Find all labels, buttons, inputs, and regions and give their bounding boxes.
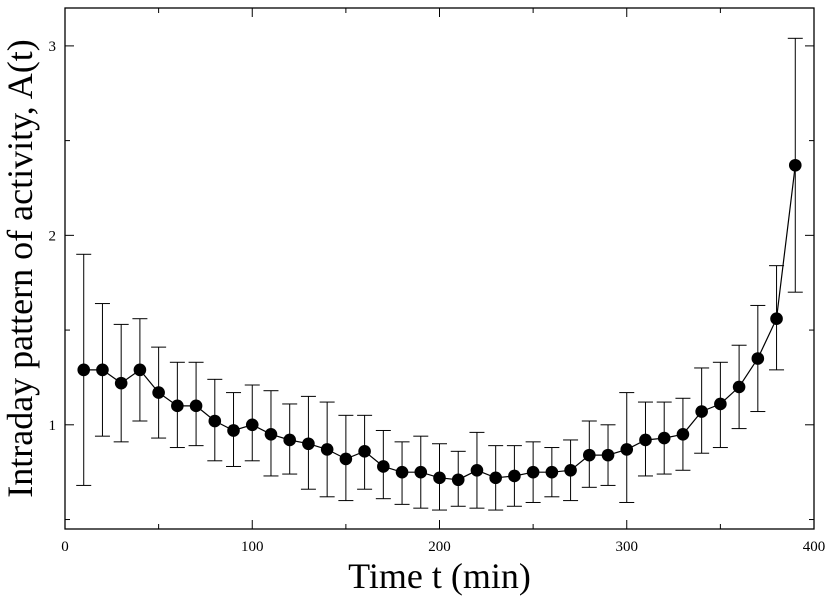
y-tick-label: 2 bbox=[49, 228, 57, 244]
data-point bbox=[264, 427, 278, 441]
error-bars bbox=[76, 37, 803, 511]
data-point bbox=[358, 445, 371, 458]
data-point bbox=[470, 463, 484, 477]
data-point bbox=[171, 399, 184, 413]
y-axis-title: Intraday pattern of activity, A(t) bbox=[0, 39, 40, 498]
data-point bbox=[657, 431, 671, 445]
data-point bbox=[283, 433, 297, 447]
data-point bbox=[227, 424, 240, 437]
data-point bbox=[639, 433, 652, 447]
data-point bbox=[676, 427, 690, 441]
data-point bbox=[526, 465, 540, 479]
data-point bbox=[695, 405, 708, 418]
data-points bbox=[77, 158, 802, 487]
data-point bbox=[414, 465, 428, 479]
data-point bbox=[245, 418, 259, 432]
y-tick-label: 1 bbox=[49, 418, 57, 434]
x-tick-label: 100 bbox=[241, 539, 264, 555]
x-tick-label: 300 bbox=[616, 539, 639, 555]
data-point bbox=[732, 380, 746, 394]
data-point bbox=[96, 363, 109, 377]
data-point bbox=[77, 363, 91, 377]
data-point bbox=[770, 312, 783, 326]
data-point bbox=[451, 473, 465, 487]
data-point bbox=[208, 414, 222, 428]
data-point bbox=[377, 460, 390, 473]
data-point bbox=[788, 158, 802, 172]
data-point bbox=[620, 443, 634, 456]
x-tick-label: 0 bbox=[61, 539, 69, 555]
tick-labels: 0 100 200 300 400 1 2 3 bbox=[49, 39, 826, 555]
data-point bbox=[583, 448, 596, 462]
data-point bbox=[601, 448, 615, 462]
data-point bbox=[751, 352, 765, 365]
data-point bbox=[302, 437, 315, 451]
x-tick-label: 400 bbox=[803, 539, 826, 555]
y-tick-label: 3 bbox=[49, 39, 57, 55]
data-point bbox=[152, 386, 165, 399]
data-point bbox=[508, 469, 521, 483]
data-point bbox=[714, 397, 727, 411]
data-point bbox=[114, 376, 128, 390]
data-point bbox=[320, 443, 334, 456]
tick-marks bbox=[64, 8, 815, 529]
data-point bbox=[395, 465, 409, 479]
data-point bbox=[339, 452, 353, 466]
data-point bbox=[433, 471, 446, 485]
data-point bbox=[489, 471, 502, 485]
data-point bbox=[133, 363, 147, 377]
x-axis-title: Time t (min) bbox=[348, 556, 531, 596]
x-tick-label: 200 bbox=[428, 539, 451, 555]
data-point bbox=[545, 465, 559, 479]
data-point bbox=[189, 399, 203, 413]
data-point bbox=[564, 463, 577, 477]
